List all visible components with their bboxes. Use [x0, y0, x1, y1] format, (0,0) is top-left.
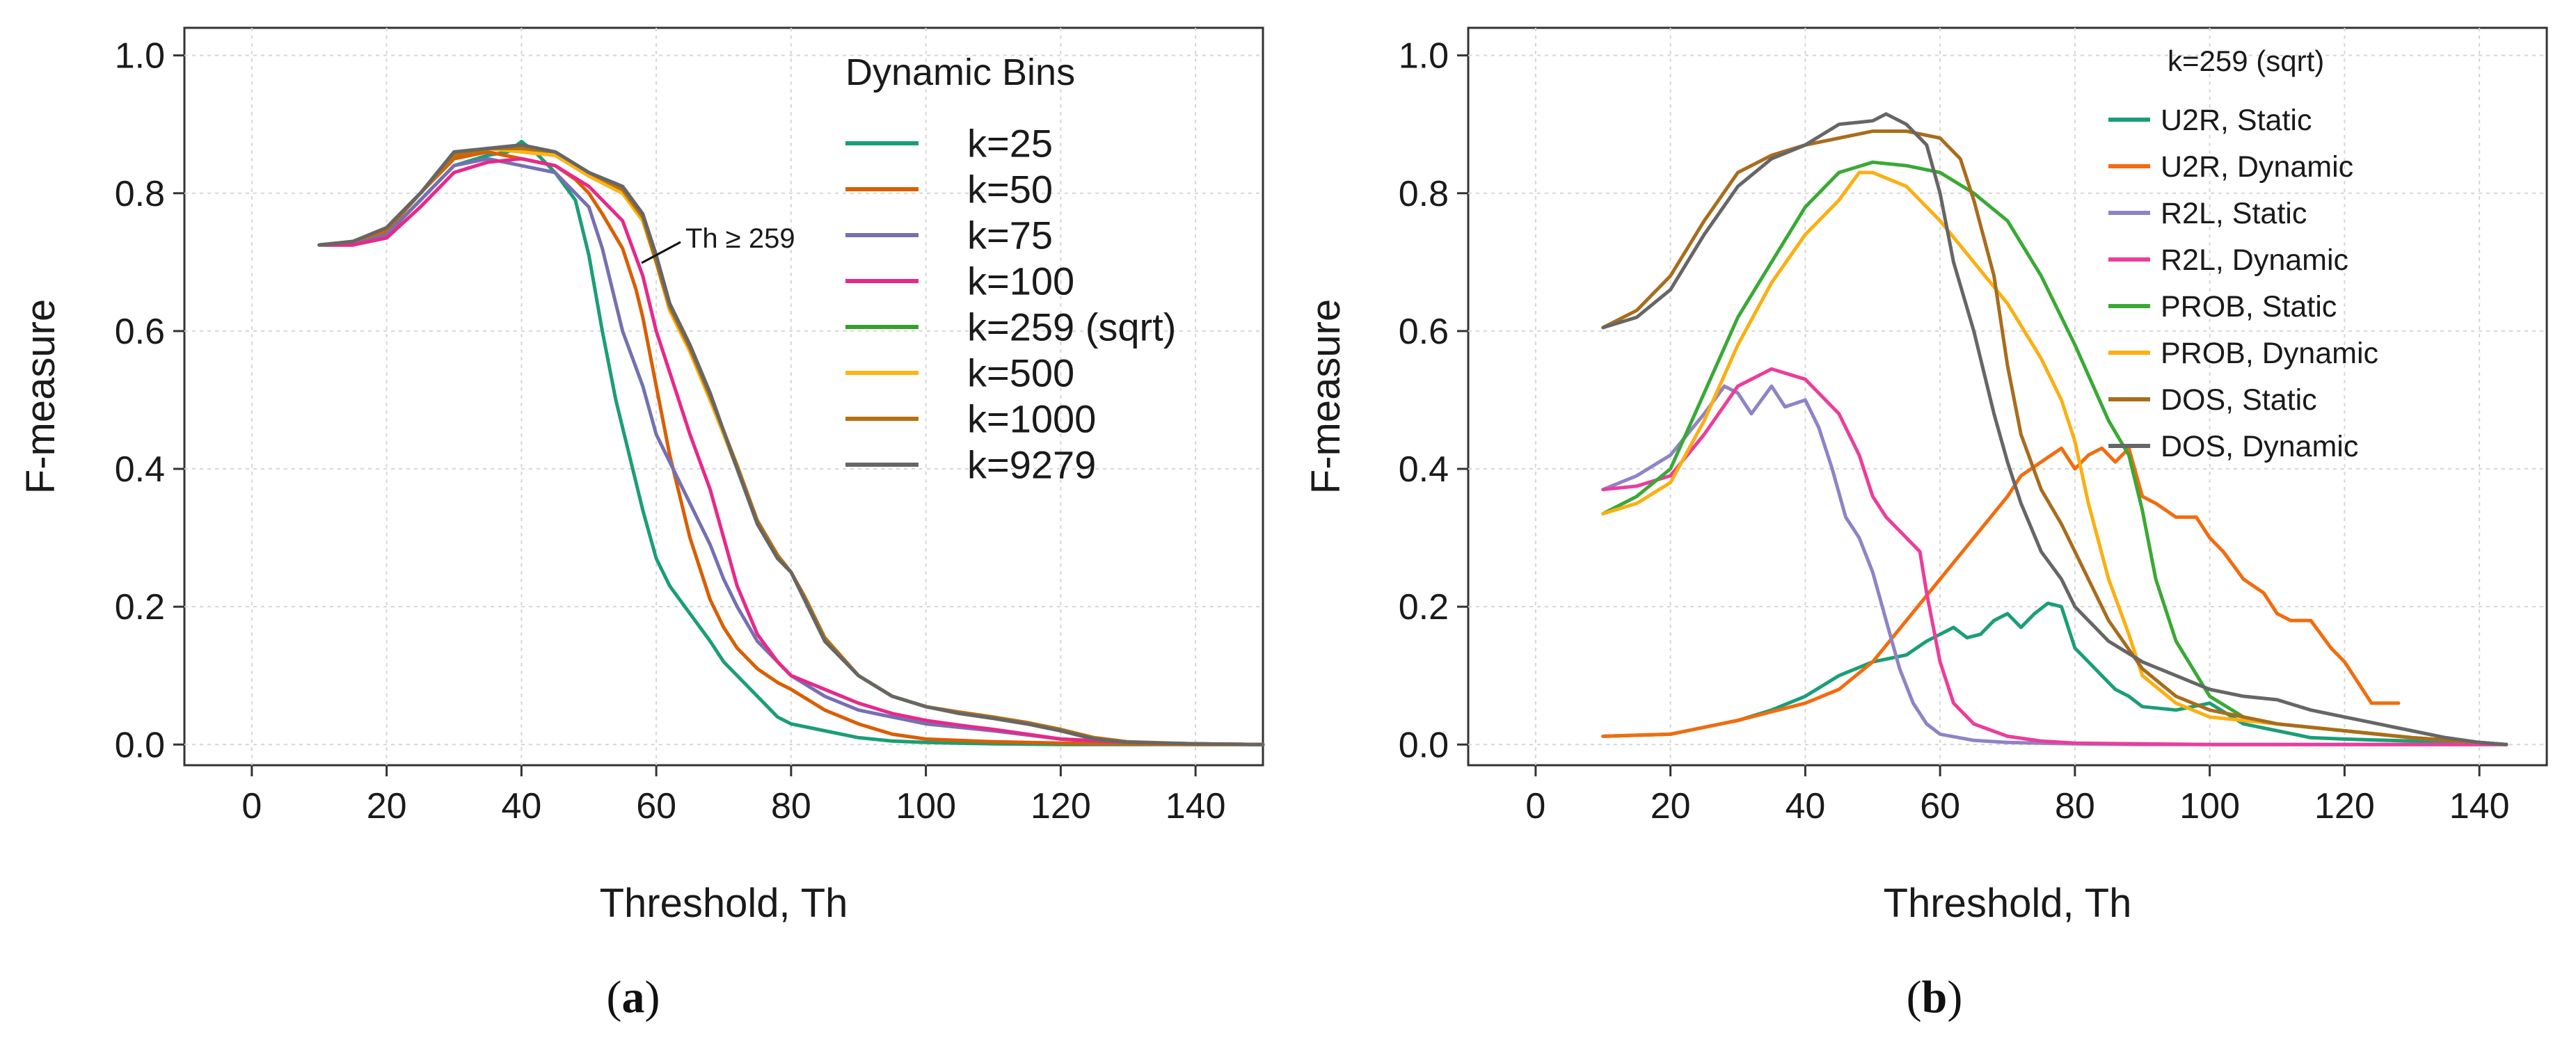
- y-tick-label-2: 0.4: [115, 449, 165, 490]
- y-tick-label-5: 1.0: [1399, 36, 1449, 77]
- x-tick-label-4: 80: [2055, 786, 2095, 826]
- legend-label-4: PROB, Static: [2161, 290, 2337, 323]
- panel-b-series: [1601, 112, 2509, 746]
- x-tick-label-0: 0: [241, 786, 262, 826]
- x-tick-label-0: 0: [1525, 786, 1545, 826]
- y-tick-label-4: 0.8: [1399, 174, 1449, 214]
- panel-a-grid: [184, 28, 1263, 765]
- y-tick-label-3: 0.6: [1399, 312, 1449, 352]
- x-tick-label-3: 60: [636, 786, 676, 826]
- series-line-1: [317, 150, 1265, 746]
- y-tick-label-1: 0.2: [115, 587, 165, 627]
- x-tick-label-5: 100: [896, 786, 956, 826]
- panel-b-y-axis-label: F-measure: [1303, 299, 1349, 494]
- y-tick-label-2: 0.4: [1399, 449, 1449, 490]
- panel-a-y-axis-label: F-measure: [18, 299, 63, 494]
- x-tick-label-1: 20: [367, 786, 407, 826]
- legend-label-7: DOS, Dynamic: [2161, 430, 2358, 463]
- legend-label-2: R2L, Static: [2161, 197, 2307, 230]
- legend-label-3: k=100: [967, 259, 1074, 303]
- y-tick-label-4: 0.8: [115, 174, 165, 214]
- panel-b-plot-frame: [1467, 26, 2548, 767]
- panel-b-legend: k=259 (sqrt) U2R, Static U2R, Dynamic R2L, …: [2108, 45, 2378, 463]
- y-tick-label-3: 0.6: [115, 312, 165, 352]
- series-line-2: [1601, 384, 2509, 746]
- y-tick-label-1: 0.2: [1399, 587, 1449, 627]
- y-tick-label-0: 0.0: [115, 725, 165, 765]
- panel-b-chart: 0 20 40 60 80 100 120 140 0.0 0.2 0.4 0.6 0.8 1.0 k=2…: [1303, 26, 2548, 1023]
- series-line-6: [1601, 129, 2509, 746]
- x-tick-label-7: 140: [2449, 786, 2510, 826]
- legend-label-1: k=50: [967, 168, 1053, 211]
- legend-label-1: U2R, Dynamic: [2161, 150, 2353, 184]
- panel-a-x-axis-label: Threshold, Th: [600, 881, 848, 926]
- panel-a-chart: 0 20 40 60 80 100 120 140 0.0 0.2 0.4 0.6 0.8 1.0 Dyn…: [18, 26, 1265, 1023]
- panel-a-caption: (a): [607, 972, 660, 1023]
- x-tick-label-6: 120: [2314, 786, 2375, 826]
- series-line-1: [1601, 446, 2401, 738]
- legend-label-6: k=1000: [967, 397, 1096, 441]
- panel-b-x-axis-label: Threshold, Th: [1884, 881, 2132, 926]
- panel-b-caption-letter: b: [1922, 972, 1948, 1023]
- panel-a-plot-frame: [183, 26, 1264, 767]
- panel-b-caption: (b): [1907, 972, 1963, 1023]
- x-tick-label-2: 40: [1785, 786, 1825, 826]
- legend-label-2: k=75: [967, 214, 1053, 257]
- panel-a-caption-letter: a: [622, 972, 645, 1023]
- x-tick-label-2: 40: [501, 786, 541, 826]
- series-line-7: [317, 143, 1265, 746]
- series-line-2: [317, 157, 1265, 746]
- legend-label-4: k=259 (sqrt): [967, 305, 1176, 349]
- legend-label-6: DOS, Static: [2161, 383, 2317, 417]
- x-tick-label-7: 140: [1166, 786, 1226, 826]
- y-tick-label-0: 0.0: [1399, 725, 1449, 765]
- x-tick-label-6: 120: [1031, 786, 1091, 826]
- legend-title: Dynamic Bins: [845, 51, 1075, 93]
- legend-label-7: k=9279: [967, 443, 1096, 487]
- series-line-3: [1601, 367, 2509, 746]
- legend-label-3: R2L, Dynamic: [2161, 243, 2348, 277]
- panel-a-annotation-text: Th ≥ 259: [685, 223, 795, 254]
- legend-label-5: k=500: [967, 351, 1074, 395]
- legend-label-5: PROB, Dynamic: [2161, 337, 2378, 370]
- x-tick-label-4: 80: [771, 786, 811, 826]
- series-line-5: [1601, 170, 2509, 746]
- series-line-0: [1601, 601, 2509, 746]
- y-tick-label-5: 1.0: [115, 36, 165, 77]
- panel-a-annotation: Th ≥ 259: [641, 223, 795, 264]
- series-line-3: [317, 157, 1265, 746]
- panel-a-series: [317, 140, 1265, 746]
- legend-title: k=259 (sqrt): [2168, 45, 2324, 77]
- legend-label-0: k=25: [967, 122, 1053, 166]
- panel-a-ticks: 0 20 40 60 80 100 120 140 0.0 0.2 0.4 0.6 0.8 1.0: [115, 36, 1226, 826]
- series-line-7: [1601, 112, 2509, 746]
- panel-a-annotation-leader: [641, 241, 681, 264]
- panel-b-ticks: 0 20 40 60 80 100 120 140 0.0 0.2 0.4 0.6 0.8 1.0: [1399, 36, 2510, 826]
- panel-b-grid: [1468, 28, 2547, 765]
- legend-label-0: U2R, Static: [2161, 104, 2312, 137]
- x-tick-label-1: 20: [1651, 786, 1691, 826]
- x-tick-label-3: 60: [1920, 786, 1960, 826]
- x-tick-label-5: 100: [2179, 786, 2240, 826]
